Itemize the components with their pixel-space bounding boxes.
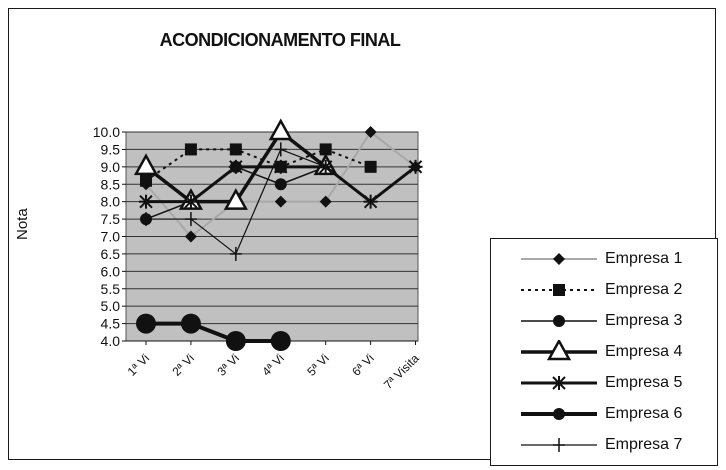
empresa-7-point [184,212,197,227]
empresa-7-point [229,246,242,261]
x-tick-label: 7ª Visita [381,351,422,392]
legend: Empresa 1 Empresa 2 Empresa 3 Empresa 4 Empr… [490,238,718,466]
empresa-6-point [180,313,201,334]
empresa-6-point [136,313,156,334]
legend-marker [553,438,565,452]
y-tick-label: 7.0 [101,229,121,245]
chart-title: ACONDICIONAMENTO FINAL [159,30,401,50]
legend-label: Empresa 2 [605,281,683,298]
legend-marker [546,340,572,361]
empresa-1-point [319,195,332,208]
legend-item-empresa-5: Empresa 5 [491,371,717,395]
y-tick-label: 4.5 [101,316,121,332]
legend-swatch [521,376,597,390]
empresa-5-point [363,194,378,209]
y-tick-label: 7.5 [101,211,121,227]
legend-swatch [521,253,597,265]
legend-marker [553,315,565,327]
empresa-1-point [274,195,287,208]
empresa-2-point [140,174,152,187]
legend-label: Empresa 6 [605,405,683,422]
legend-marker [553,253,565,265]
legend-swatch [521,438,597,452]
legend-marker [553,408,565,420]
y-tick-label: 5.5 [101,281,121,297]
empresa-5-point [183,194,198,209]
empresa-5-point [408,159,423,174]
legend-item-empresa-4: Empresa 4 [491,340,717,364]
empresa-3-point [274,178,287,191]
empresa-7-point [274,142,287,157]
legend-swatch [521,284,597,296]
x-tick-label: 2ª Vi [170,351,198,379]
empresa-5-point [139,194,153,209]
y-tick-label: 5.0 [101,298,121,314]
legend-marker [552,376,566,390]
y-tick-label: 6.0 [101,263,121,279]
legend-swatch [521,408,597,420]
empresa-2-point [184,143,197,156]
empresa-4-point [223,188,248,210]
y-tick-label: 9.5 [101,141,121,157]
y-tick-label: 4.0 [101,333,121,349]
empresa-2-point [229,143,242,156]
legend-label: Empresa 3 [605,312,683,329]
x-tick-label: 5ª Vi [304,351,332,379]
legend-item-empresa-3: Empresa 3 [491,309,717,333]
y-tick-label: 6.5 [101,246,121,262]
empresa-1-point [364,126,377,138]
x-tick-label: 6ª Vi [349,351,377,379]
y-tick-label: 10.0 [93,124,120,140]
empresa-2-line [145,148,371,182]
legend-label: Empresa 5 [605,374,683,391]
y-tick-label: 9.0 [101,159,121,175]
empresa-6-line [146,321,281,343]
x-tick-label: 4ª Vi [259,351,287,379]
x-tick-label: 1ª Vi [125,351,153,379]
legend-swatch [521,315,597,327]
y-tick-label: 8.0 [101,194,121,210]
empresa-4-point [133,153,159,176]
empresa-6-point [225,331,246,351]
empresa-5-point [273,159,288,174]
legend-item-empresa-1: Empresa 1 [491,247,717,271]
empresa-1-point [184,230,197,243]
empresa-2-point [319,143,332,156]
legend-item-empresa-2: Empresa 2 [491,278,717,302]
empresa-6-point [270,331,291,351]
legend-label: Empresa 1 [605,250,683,267]
x-tick-label: 3ª Vi [214,351,242,379]
y-axis-label: Nota [14,208,31,240]
legend-label: Empresa 4 [605,343,683,360]
y-tick-label: 8.5 [101,176,121,192]
empresa-7-point [319,159,332,174]
empresa-2-point [364,160,377,173]
empresa-4-point [268,118,293,141]
legend-marker [553,284,565,296]
legend-item-empresa-7: Empresa 7 [491,433,717,457]
legend-item-empresa-6: Empresa 6 [491,402,717,426]
legend-swatch [521,340,597,361]
empresa-5-point [228,159,243,174]
legend-label: Empresa 7 [605,436,683,453]
empresa-7-point [140,212,152,227]
